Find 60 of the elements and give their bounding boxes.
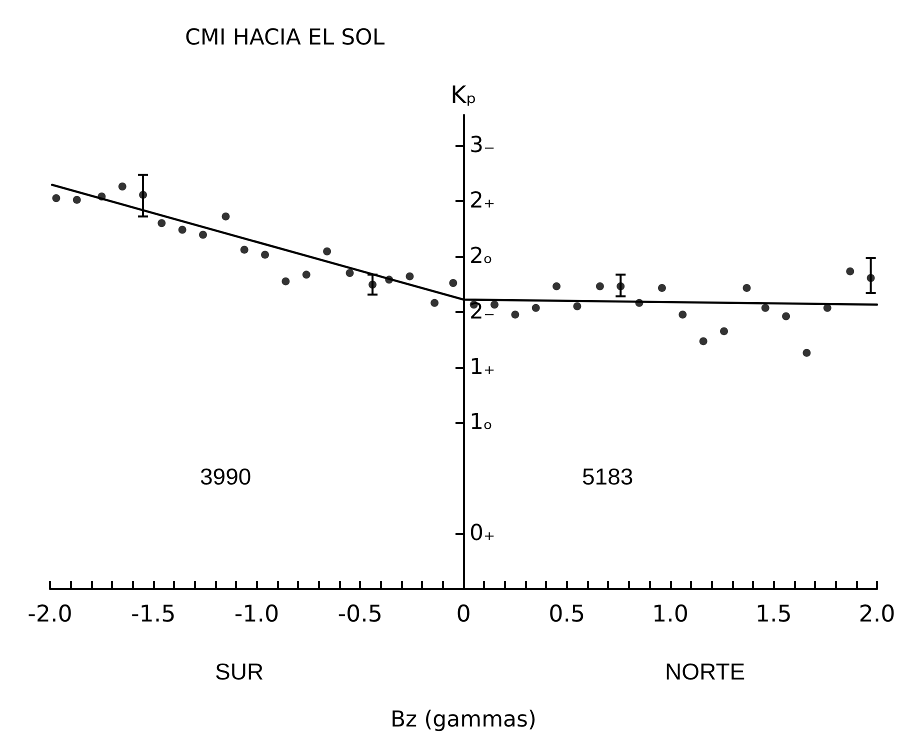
point [699, 337, 708, 346]
y-axis-title: Kₚ [450, 81, 477, 109]
point [282, 277, 290, 286]
point [761, 304, 770, 312]
point [511, 310, 520, 319]
y-tick-label: 1₊ [470, 354, 496, 380]
point [98, 192, 106, 200]
point [346, 269, 354, 277]
point [449, 278, 458, 287]
point [430, 298, 439, 307]
point [323, 247, 332, 256]
x-tick-label: 0 [456, 602, 471, 628]
y-tick-label: 2ₒ [470, 244, 493, 269]
point [658, 284, 666, 292]
annotation: 5183 [582, 464, 634, 490]
point [782, 312, 790, 320]
point [866, 274, 875, 282]
y-tick-label: 3₋ [470, 132, 496, 158]
point [742, 284, 751, 292]
point [240, 246, 248, 254]
point [139, 190, 148, 199]
y-tick-label: 0₊ [470, 521, 496, 546]
point [616, 282, 625, 290]
x-tick-label: -0.5 [338, 602, 383, 628]
x-axis-title: Bz (gammas) [390, 708, 537, 732]
text: NORTE [665, 658, 746, 684]
point [635, 298, 644, 307]
point [532, 304, 540, 312]
point [52, 194, 60, 202]
x-tick-label: -1.5 [130, 602, 176, 628]
point [596, 282, 604, 290]
point [118, 182, 126, 191]
point [385, 276, 394, 284]
point [552, 282, 561, 290]
point [846, 267, 854, 276]
point [720, 327, 728, 336]
point [222, 212, 230, 220]
x-tick-label: 1.0 [652, 602, 689, 628]
x-tick-label: 0.5 [548, 602, 586, 628]
y-tick-label: 1ₒ [470, 410, 493, 436]
point [302, 270, 310, 279]
point [573, 302, 582, 310]
x-tick-label: 2.0 [858, 602, 896, 628]
x-tick-label: -2.0 [28, 602, 72, 628]
point [199, 230, 207, 239]
point [72, 196, 81, 204]
annotation: 3990 [200, 464, 252, 490]
point [158, 219, 166, 228]
y-tick-label: 2₋ [470, 299, 496, 324]
x-tick-label: -1.0 [234, 602, 280, 628]
point [678, 310, 687, 319]
point [368, 280, 377, 289]
x-tick-label: 1.5 [755, 602, 792, 628]
point [406, 272, 414, 280]
point [802, 348, 811, 357]
y-tick-label: 2₊ [470, 188, 496, 214]
point [261, 250, 270, 259]
chart-title: CMI HACIA EL SOL [185, 26, 386, 50]
point [178, 226, 186, 234]
text: SUR [215, 658, 264, 684]
